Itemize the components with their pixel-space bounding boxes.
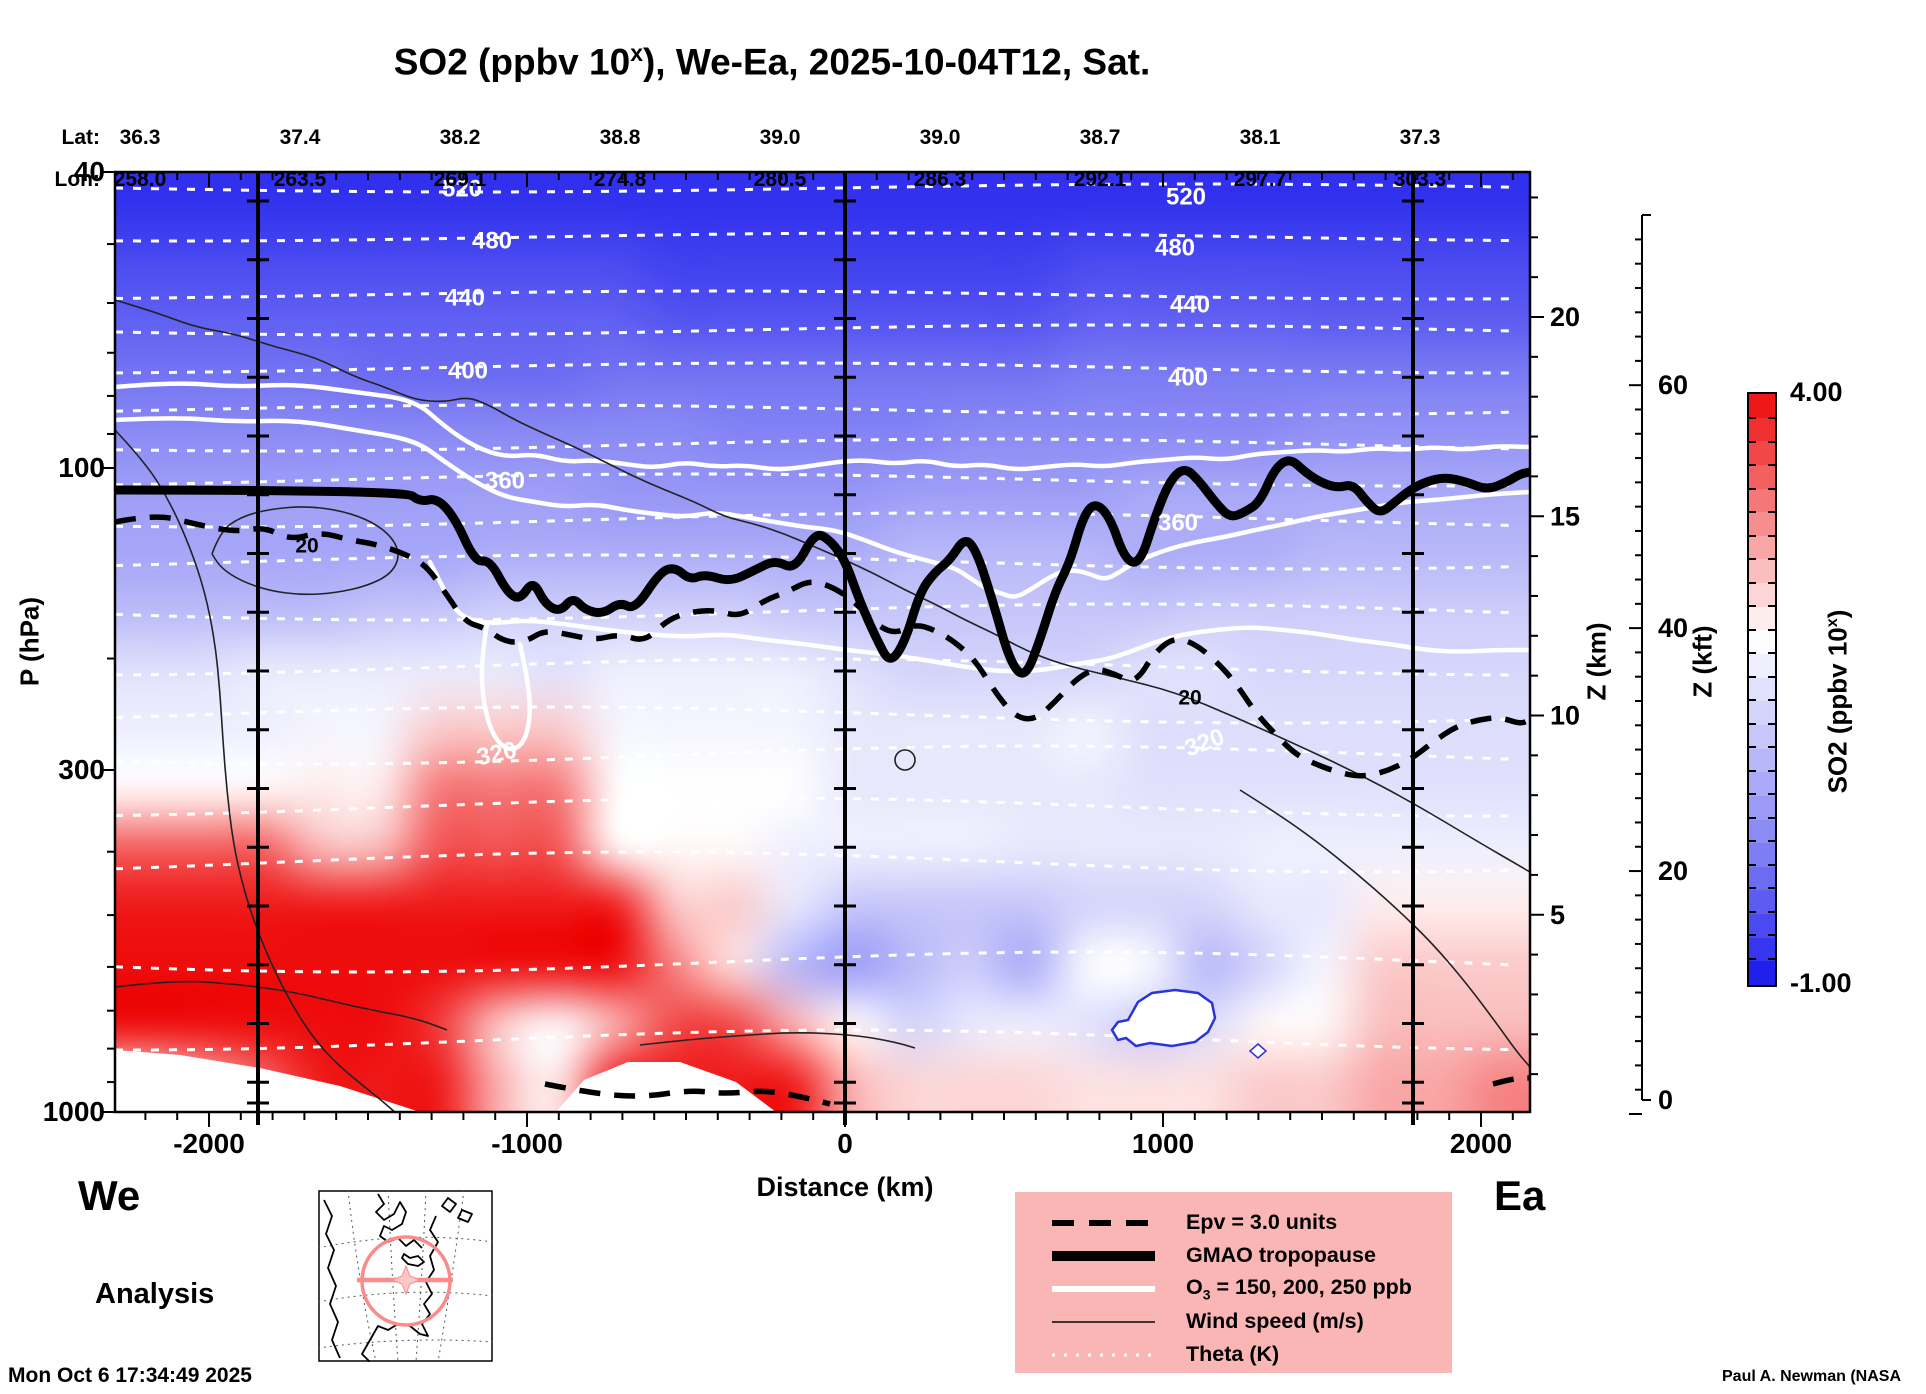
- credit: Paul A. Newman (NASA: [1722, 1368, 1901, 1385]
- colorbar: [1747, 392, 1777, 987]
- zkft-axis-title: Z (kft): [1687, 625, 1718, 698]
- legend-line-sample: [1052, 1219, 1155, 1226]
- colorbar-segment: [1749, 488, 1775, 513]
- legend-item: GMAO tropopause: [1015, 1239, 1452, 1272]
- lat-value: 37.4: [279, 126, 321, 149]
- colorbar-segment: [1749, 701, 1775, 725]
- colorbar-segment: [1749, 819, 1775, 844]
- distance-tick-label: -2000: [173, 1128, 245, 1159]
- colorbar-segment: [1749, 724, 1775, 749]
- legend-item-label: Wind speed (m/s): [1186, 1309, 1364, 1333]
- zkft-tick-label: 60: [1658, 370, 1688, 400]
- lat-value: 37.3: [1399, 126, 1441, 149]
- legend-item-label: GMAO tropopause: [1186, 1243, 1376, 1267]
- pressure-axis-title: P (hPa): [14, 596, 45, 687]
- lat-row-label: Lat:: [61, 126, 101, 149]
- zkm-tick-label: 15: [1550, 501, 1580, 531]
- pressure-tick-label: 300: [58, 754, 105, 785]
- lon-value: 286.3: [913, 168, 967, 191]
- colorbar-segment: [1749, 417, 1775, 442]
- colorbar-segment: [1749, 559, 1775, 584]
- colorbar-segment: [1749, 583, 1775, 607]
- colorbar-segment: [1749, 843, 1775, 867]
- colorbar-segment: [1749, 795, 1775, 820]
- legend-item-label: Epv = 3.0 units: [1186, 1210, 1338, 1234]
- zkm-tick-label: 5: [1550, 900, 1565, 930]
- distance-tick-label: 0: [837, 1128, 853, 1159]
- lat-value: 36.3: [119, 126, 161, 149]
- colorbar-segment: [1749, 464, 1775, 489]
- colorbar-segment: [1749, 535, 1775, 560]
- distance-axis-title: Distance (km): [756, 1172, 934, 1202]
- colorbar-segment: [1749, 677, 1775, 702]
- lon-value: 274.8: [593, 168, 647, 191]
- page-title: SO2 (ppbv 10x), We-Ea, 2025-10-04T12, Sa…: [393, 40, 1151, 83]
- pressure-tick-label: 100: [58, 452, 105, 483]
- colorbar-segment: [1749, 394, 1775, 418]
- lon-value: 263.5: [273, 168, 327, 191]
- colorbar-segment: [1749, 441, 1775, 465]
- legend-item-label: Theta (K): [1186, 1342, 1280, 1366]
- lon-value: 269.1: [433, 168, 487, 191]
- colorbar-segment: [1749, 866, 1775, 891]
- colorbar-min-label: -1.00: [1790, 968, 1852, 998]
- colorbar-segment: [1749, 654, 1775, 678]
- colorbar-segment: [1749, 748, 1775, 773]
- lat-value: 38.2: [439, 126, 481, 149]
- colorbar-segment: [1749, 914, 1775, 938]
- legend-item-label: O3 = 150, 200, 250 ppb: [1186, 1274, 1412, 1303]
- zkm-tick-label: 20: [1550, 302, 1580, 332]
- colorbar-segment: [1749, 890, 1775, 915]
- lon-value: 280.5: [753, 168, 807, 191]
- analysis-label: Analysis: [95, 1278, 215, 1310]
- legend-line-sample: [1052, 1250, 1155, 1261]
- legend-item: Epv = 3.0 units: [1015, 1206, 1452, 1239]
- lat-value: 38.8: [599, 126, 641, 149]
- legend-line-sample: [1052, 1285, 1155, 1292]
- lat-value: 39.0: [759, 126, 801, 149]
- timestamp: Mon Oct 6 17:34:49 2025: [8, 1364, 252, 1387]
- center-star-icon: [390, 1264, 422, 1296]
- lat-value: 39.0: [919, 126, 961, 149]
- zkm-axis-title: Z (km): [1581, 622, 1612, 701]
- pressure-tick-label: 40: [73, 156, 105, 187]
- lon-value: 258.0: [113, 168, 167, 191]
- distance-tick-label: -1000: [491, 1128, 563, 1159]
- colorbar-segment: [1749, 772, 1775, 796]
- colorbar-title: SO2 (ppbv 10x): [1822, 609, 1853, 794]
- legend-item: Wind speed (m/s): [1015, 1305, 1452, 1338]
- legend-line-sample: [1052, 1353, 1155, 1356]
- map-inset: [318, 1190, 493, 1362]
- distance-tick-label: 2000: [1449, 1128, 1513, 1159]
- legend-item: O3 = 150, 200, 250 ppb: [1015, 1272, 1452, 1305]
- legend-item: Theta (K): [1015, 1338, 1452, 1371]
- colorbar-segment: [1749, 630, 1775, 655]
- zkm-tick-label: 10: [1550, 701, 1580, 731]
- lat-value: 38.1: [1239, 126, 1281, 149]
- lon-row-label: Lon:: [54, 168, 100, 191]
- colorbar-segment: [1749, 937, 1775, 962]
- lon-value: 292.1: [1073, 168, 1127, 191]
- colorbar-segment: [1749, 606, 1775, 631]
- legend-line-sample: [1052, 1320, 1155, 1323]
- pressure-tick-label: 1000: [42, 1096, 105, 1127]
- west-endpoint-label: We: [78, 1172, 141, 1219]
- distance-tick-label: 1000: [1131, 1128, 1195, 1159]
- legend: Epv = 3.0 units GMAO tropopause O3 = 150, …: [1015, 1192, 1452, 1373]
- colorbar-max-label: 4.00: [1790, 377, 1843, 407]
- so2-heatmap: [115, 172, 1530, 1112]
- zkft-tick-label: 0: [1658, 1085, 1673, 1115]
- lon-value: 297.7: [1233, 168, 1287, 191]
- colorbar-segment: [1749, 512, 1775, 536]
- east-endpoint-label: Ea: [1494, 1172, 1546, 1219]
- zkft-tick-label: 20: [1658, 856, 1688, 886]
- colorbar-segment: [1749, 961, 1775, 986]
- lat-value: 38.7: [1079, 126, 1121, 149]
- zkft-tick-label: 40: [1658, 613, 1688, 643]
- lon-value: 303.3: [1393, 168, 1447, 191]
